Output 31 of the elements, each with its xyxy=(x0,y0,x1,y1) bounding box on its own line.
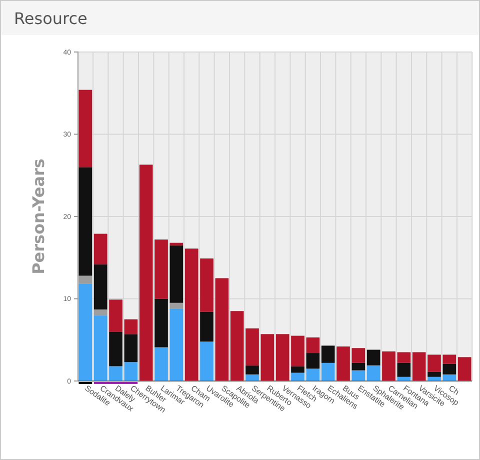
bar xyxy=(124,319,138,334)
bar xyxy=(170,302,184,309)
bar xyxy=(109,332,122,366)
bar xyxy=(366,365,380,381)
bar xyxy=(124,334,138,362)
bar xyxy=(352,362,366,370)
bar xyxy=(94,234,108,264)
bar xyxy=(412,352,426,381)
bar xyxy=(170,242,184,246)
bar xyxy=(170,245,184,303)
bar xyxy=(366,350,380,366)
bar xyxy=(78,90,92,168)
bar xyxy=(397,362,411,377)
y-axis-title: Person-Years xyxy=(29,158,48,274)
bar xyxy=(94,309,108,316)
bar xyxy=(246,374,259,381)
bar xyxy=(321,346,335,363)
bar xyxy=(154,347,168,381)
bar xyxy=(246,365,259,374)
bar xyxy=(94,264,108,310)
bar xyxy=(124,362,138,381)
bar xyxy=(458,357,472,381)
bar xyxy=(109,300,122,332)
bar xyxy=(170,308,184,381)
bar xyxy=(200,312,214,342)
bar xyxy=(200,342,214,381)
bar xyxy=(78,167,92,276)
bar xyxy=(352,370,366,381)
bar xyxy=(154,298,168,348)
chart-title: Resource xyxy=(14,9,88,28)
bar xyxy=(321,362,335,381)
